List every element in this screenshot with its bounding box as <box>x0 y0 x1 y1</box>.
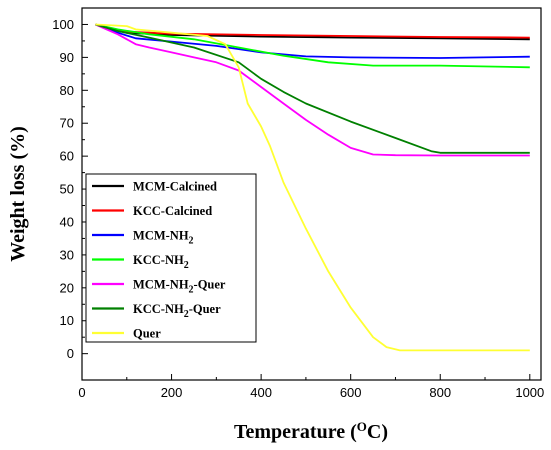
y-axis-title: Weight loss (%) <box>7 126 29 262</box>
series-line-quer <box>95 23 530 352</box>
y-tick-label: 40 <box>60 214 74 229</box>
x-tick-label: 1000 <box>515 385 544 400</box>
legend-label: KCC-NH2 <box>133 253 189 271</box>
y-tick-label: 60 <box>60 149 74 164</box>
legend-label: MCM-NH2-Quer <box>133 278 226 296</box>
x-tick-label: 800 <box>429 385 451 400</box>
series-line-mcm-nh2 <box>95 23 530 59</box>
legend-label: Quer <box>133 327 161 341</box>
x-tick-label: 200 <box>161 385 183 400</box>
legend-label: KCC-NH2-Quer <box>133 302 221 320</box>
series-line-mcm-nh2-quer <box>95 23 530 157</box>
x-tick-label: 0 <box>78 385 85 400</box>
plot-area-frame <box>81 7 542 381</box>
y-tick-label: 90 <box>60 50 74 65</box>
y-tick-label: 30 <box>60 247 74 262</box>
legend: MCM-Calcined KCC-Calcined MCM-NH2 KCC-NH2 MC… <box>85 173 257 343</box>
x-axis-title: Temperature (OC) <box>234 419 388 443</box>
y-axis: 0 10 20 30 40 50 60 70 80 90 100 <box>52 17 88 361</box>
x-tick-label: 400 <box>250 385 272 400</box>
y-tick-label: 0 <box>67 346 74 361</box>
y-tick-label: 20 <box>60 280 74 295</box>
legend-label: MCM-NH2 <box>133 229 194 247</box>
legend-items: MCM-Calcined KCC-Calcined MCM-NH2 KCC-NH2 MC… <box>92 180 226 341</box>
y-tick-label: 80 <box>60 83 74 98</box>
y-tick-label: 50 <box>60 182 74 197</box>
x-tick-label: 600 <box>340 385 362 400</box>
series-line-kcc-nh2-quer <box>95 23 530 154</box>
y-tick-label: 70 <box>60 116 74 131</box>
legend-label: KCC-Calcined <box>133 204 212 218</box>
series-line-kcc-nh2 <box>95 23 530 69</box>
series-layer <box>95 23 530 352</box>
legend-label: MCM-Calcined <box>133 180 217 194</box>
y-tick-label: 100 <box>52 17 74 32</box>
y-tick-label: 10 <box>60 313 74 328</box>
x-axis: 0 200 400 600 800 1000 <box>78 374 544 400</box>
legend-frame <box>85 173 257 343</box>
